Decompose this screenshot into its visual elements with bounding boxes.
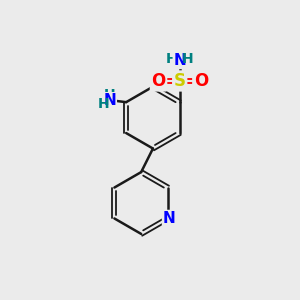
Text: S: S bbox=[174, 72, 186, 90]
Text: N: N bbox=[163, 211, 176, 226]
Text: O: O bbox=[152, 72, 166, 90]
Text: N: N bbox=[173, 53, 186, 68]
Text: H: H bbox=[98, 97, 109, 111]
Text: H: H bbox=[103, 88, 115, 102]
Text: N: N bbox=[103, 93, 116, 108]
Text: H: H bbox=[166, 52, 177, 66]
Text: H: H bbox=[182, 52, 194, 66]
Text: O: O bbox=[194, 72, 208, 90]
